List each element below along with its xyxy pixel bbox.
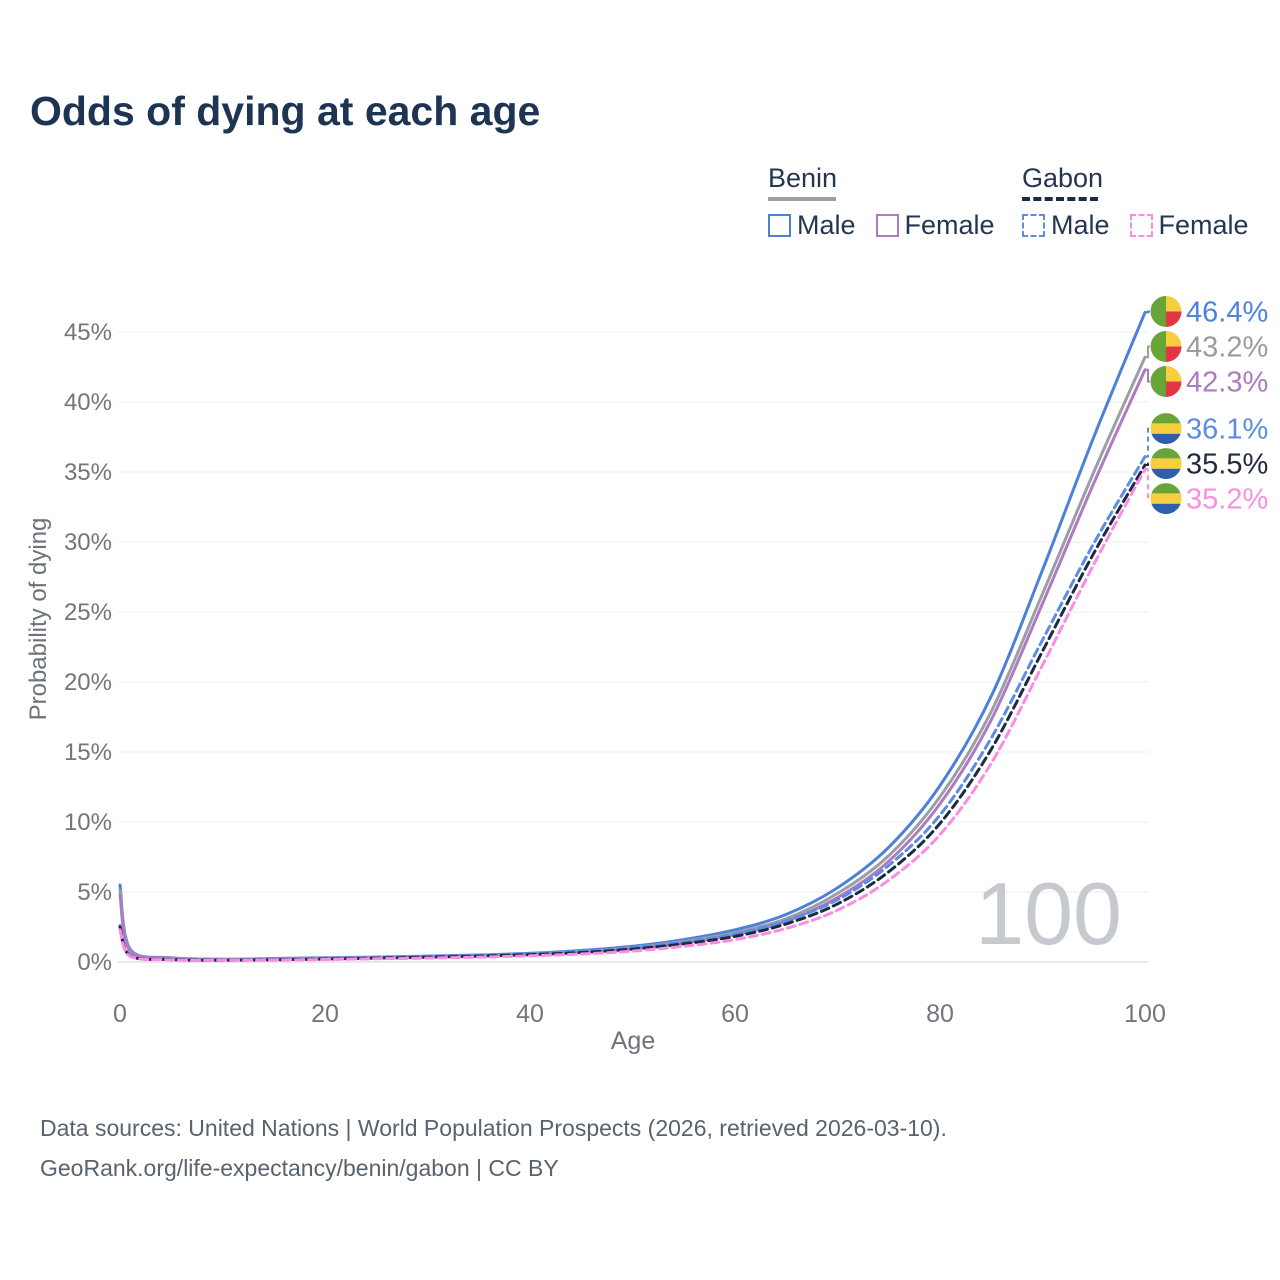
y-tick-label: 20% <box>64 669 112 696</box>
end-label-connector-benin-male <box>1145 310 1150 314</box>
legend-swatch-gabon-female[interactable] <box>1129 214 1153 237</box>
flag-icon-gabon <box>1150 413 1182 445</box>
x-tick-label: 100 <box>1124 1000 1166 1028</box>
flag-icon-benin <box>1150 330 1182 362</box>
data-sources-line: Data sources: United Nations | World Pop… <box>40 1115 947 1141</box>
y-tick-label: 45% <box>64 319 112 346</box>
license-line: GeoRank.org/life-expectancy/benin/gabon … <box>40 1155 559 1181</box>
source-attribution: Data sources: United Nations | World Pop… <box>40 1108 947 1188</box>
end-label-connector-gabon-female <box>1145 468 1150 500</box>
legend-label-gabon-male[interactable]: Male <box>1051 210 1110 240</box>
legend-gabon-line-sample <box>1022 197 1098 201</box>
x-tick-label: 80 <box>926 1000 954 1028</box>
legend-label-benin-female[interactable]: Female <box>904 210 995 240</box>
end-label-connector-benin-total <box>1145 345 1150 359</box>
legend-label-gabon-female[interactable]: Female <box>1158 210 1249 240</box>
y-tick-label: 5% <box>77 879 112 906</box>
end-label-connector-benin-female <box>1145 368 1150 383</box>
y-tick-label: 35% <box>64 459 112 486</box>
series-line-benin-male[interactable] <box>118 310 1147 961</box>
end-value-label-gabon-total: 35.5% <box>1186 449 1268 481</box>
x-tick-label: 0 <box>113 1000 127 1028</box>
end-value-label-benin-male: 46.4% <box>1186 296 1268 328</box>
chart-title: Odds of dying at each age <box>30 88 541 134</box>
flag-icon-gabon <box>1150 448 1182 480</box>
legend-swatch-benin-male[interactable] <box>768 214 791 237</box>
legend-benin-header: Benin <box>768 163 838 193</box>
legend-benin-line-sample <box>768 197 836 201</box>
end-label-connector-gabon-male <box>1145 427 1150 458</box>
x-tick-label: 40 <box>516 1000 544 1028</box>
legend-group-benin: Benin Male Female <box>768 163 995 241</box>
y-tick-label: 15% <box>64 739 112 766</box>
y-tick-label: 0% <box>77 949 112 976</box>
legend-swatch-benin-female[interactable] <box>875 214 899 237</box>
legend-swatch-gabon-male[interactable] <box>1022 214 1045 237</box>
legend-label-benin-male[interactable]: Male <box>797 210 856 240</box>
y-tick-label: 10% <box>64 809 112 836</box>
end-value-label-benin-female: 42.3% <box>1186 366 1268 398</box>
end-label-connector-gabon-total <box>1145 462 1150 466</box>
flag-icon-benin <box>1150 295 1182 327</box>
end-value-label-gabon-female: 35.2% <box>1186 484 1268 516</box>
x-axis-title: Age <box>611 1027 655 1055</box>
series-line-gabon-female[interactable] <box>118 467 1147 962</box>
y-tick-label: 40% <box>64 389 112 416</box>
y-tick-label: 30% <box>64 529 112 556</box>
end-value-label-gabon-male: 36.1% <box>1186 414 1268 446</box>
flag-icon-gabon <box>1150 483 1182 515</box>
watermark-age: 100 <box>975 864 1122 963</box>
x-tick-label: 20 <box>311 1000 339 1028</box>
legend-group-gabon: Gabon Male Female <box>1022 163 1249 241</box>
legend-gabon-header: Gabon <box>1022 163 1104 193</box>
flag-icon-benin <box>1150 365 1182 397</box>
x-tick-label: 60 <box>721 1000 749 1028</box>
y-tick-label: 25% <box>64 599 112 626</box>
y-axis-title: Probability of dying <box>25 518 52 721</box>
end-value-label-benin-total: 43.2% <box>1186 331 1268 363</box>
